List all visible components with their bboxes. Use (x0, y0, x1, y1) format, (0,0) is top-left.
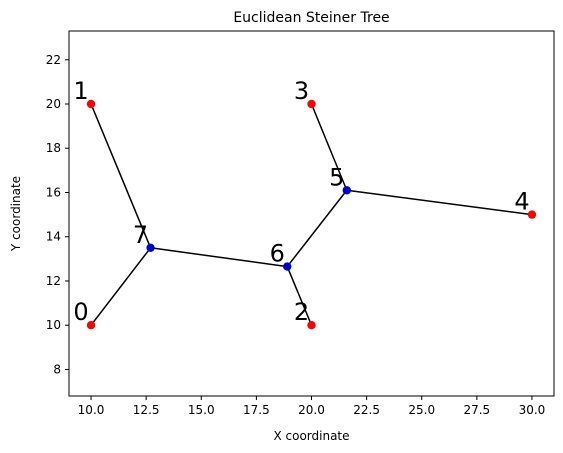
y-tick-label: 8 (53, 362, 61, 376)
y-tick-label: 10 (46, 318, 61, 332)
x-axis-label: X coordinate (273, 429, 349, 443)
edge-6-2 (286, 266, 313, 326)
edge-0-7 (90, 247, 152, 326)
y-tick-label: 22 (46, 53, 61, 67)
node-label-3: 3 (294, 77, 309, 105)
x-tick-label: 12.5 (133, 403, 160, 417)
node-label-2: 2 (294, 298, 309, 326)
edge-5-3 (310, 103, 348, 191)
y-axis-ticks: 8 10 12 14 16 18 20 22 (46, 53, 69, 376)
edge-7-6 (150, 247, 288, 268)
chart-title: Euclidean Steiner Tree (233, 10, 389, 26)
x-tick-label: 27.5 (463, 403, 490, 417)
edge-5-4 (346, 189, 533, 216)
x-tick-label: 20.0 (298, 403, 325, 417)
terminal-point-4 (527, 210, 537, 219)
y-tick-label: 16 (46, 185, 61, 199)
node-label-7: 7 (133, 221, 148, 249)
node-label-6: 6 (270, 240, 285, 268)
plot-background (69, 31, 554, 396)
y-axis-label: Y coordinate (9, 176, 23, 252)
x-tick-label: 25.0 (408, 403, 435, 417)
terminal-point-0 (86, 321, 96, 330)
node-label-1: 1 (73, 77, 88, 105)
steiner-point-7 (146, 243, 155, 252)
edge-6-5 (286, 189, 348, 268)
x-axis-ticks: 10.0 12.5 15.0 17.5 20.0 22.5 25.0 27.5 30.0 (78, 396, 546, 417)
edge-1-7 (90, 103, 152, 249)
x-tick-label: 17.5 (243, 403, 270, 417)
plot-area: 0 1 2 3 4 5 6 7 (68, 30, 555, 397)
edges-layer (90, 103, 533, 326)
node-label-5: 5 (329, 163, 344, 191)
x-tick-label: 30.0 (519, 403, 546, 417)
y-tick-label: 20 (46, 97, 61, 111)
y-tick-label: 14 (46, 230, 61, 244)
node-label-0: 0 (73, 298, 88, 326)
terminal-point-2 (307, 321, 316, 330)
node-label-4: 4 (514, 188, 529, 216)
nodes-layer (86, 99, 537, 330)
steiner-point-6 (283, 262, 292, 271)
steiner-point-5 (342, 186, 351, 195)
terminal-point-1 (86, 99, 96, 109)
node-labels-layer: 0 1 2 3 4 5 6 7 (73, 77, 529, 326)
x-tick-label: 15.0 (188, 403, 215, 417)
y-tick-label: 12 (46, 274, 61, 288)
x-tick-label: 10.0 (78, 403, 105, 417)
x-tick-label: 22.5 (353, 403, 380, 417)
terminal-point-3 (307, 99, 316, 109)
y-tick-label: 18 (46, 141, 61, 155)
